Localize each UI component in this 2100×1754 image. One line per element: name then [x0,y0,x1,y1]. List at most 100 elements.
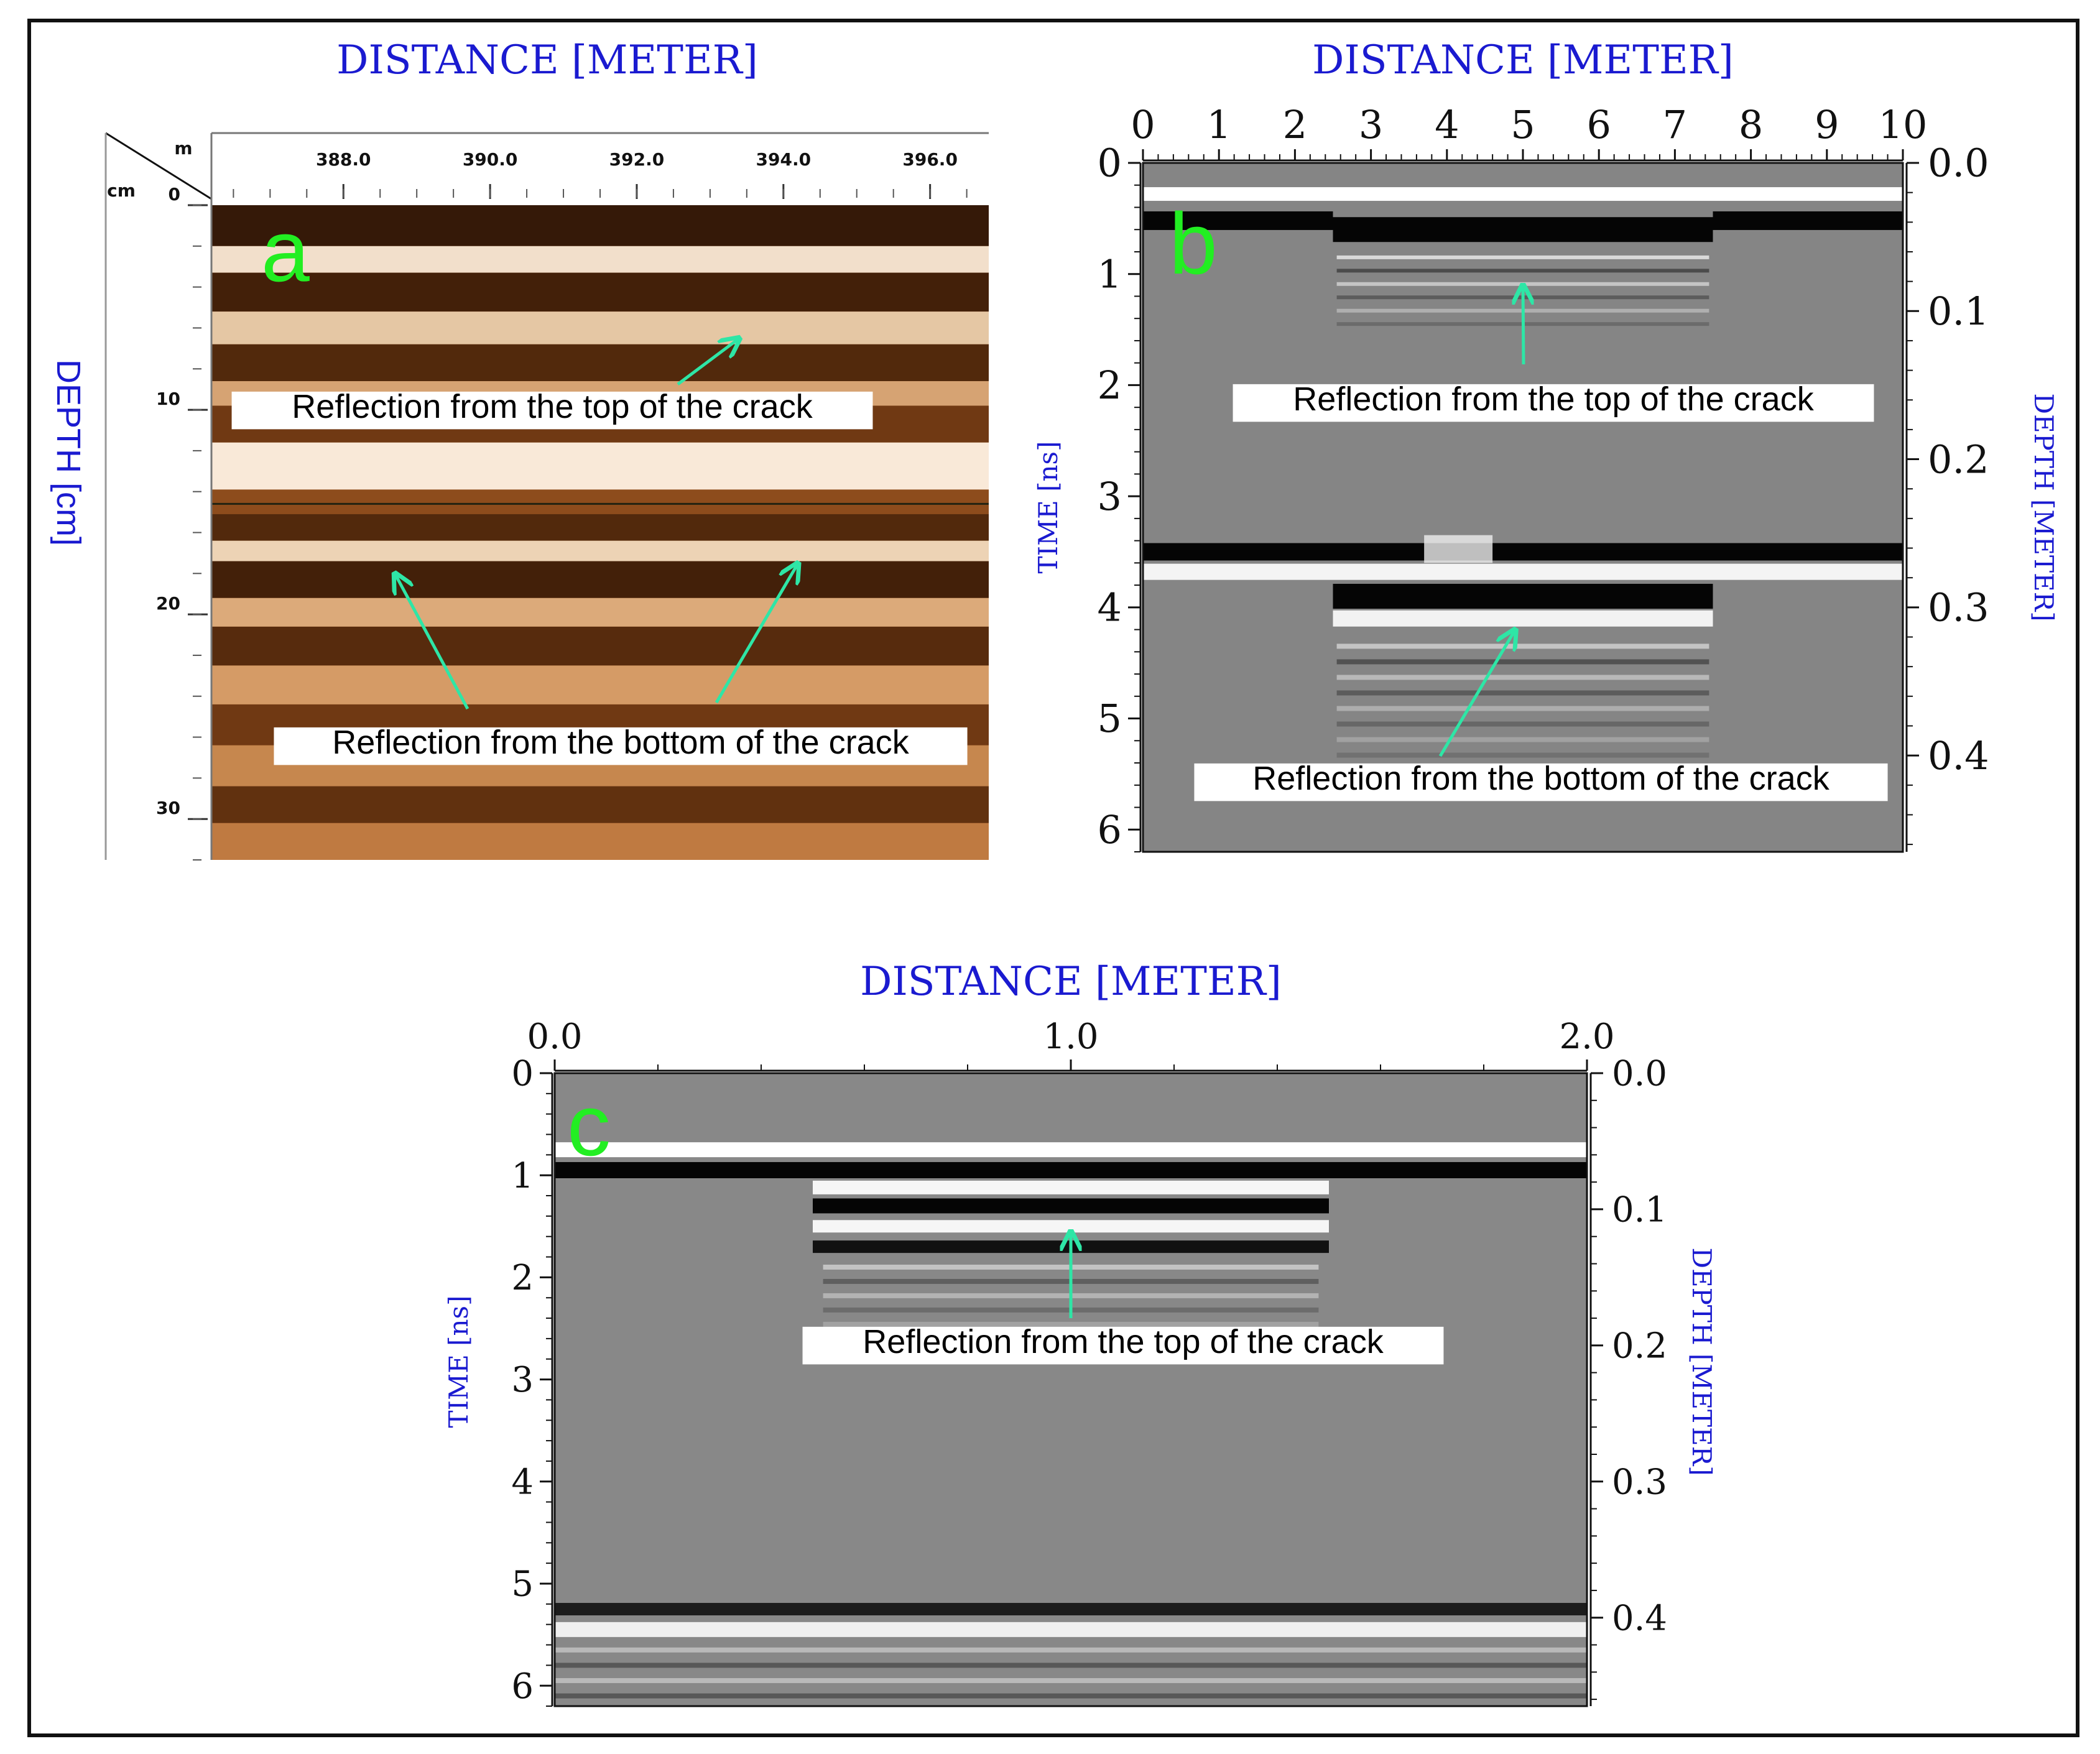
panel-a-title: DISTANCE [METER] [336,37,758,83]
panel-b-annotation-top-box [1233,384,1874,422]
panel-c-base-ringing [555,1663,1587,1668]
panel-a-arrow-top [677,338,739,386]
panel-a-annotation-top-box [231,391,873,430]
panel-a-layer [211,246,989,273]
panel-b-y-ticks: 0 1 2 3 4 5 6 [1098,141,1142,852]
panel-b-x-ticks: 0 1 2 3 4 5 6 7 8 9 10 [1131,102,1928,162]
panel-c-surface-black [555,1161,1587,1178]
panel-a-arrow-bottom-right [715,563,798,704]
panel-b-crack-top-ringing [1336,269,1709,273]
panel-b-crack-bottom-ringing [1336,644,1709,649]
panel-c-y-ticks: 0 1 2 3 4 5 6 [511,1054,553,1707]
panel-a-annotation-bottom-box [274,727,968,765]
panel-a: DISTANCE [METER] DEPTH [cm] m cm 388.0 39… [50,37,989,861]
panel-b-y-tick-label: 6 [1098,807,1122,852]
panel-b-annotations: Reflection from the top of the crack Refl… [1194,285,1888,801]
panel-b-crack-bottom-ringing [1336,737,1709,742]
panel-a-layer [211,205,989,246]
panel-a-y-tick-label: 20 [156,593,180,614]
panel-b-y2-tick-label: 0.2 [1928,436,1989,482]
panel-b-y2-tick-label: 0.1 [1928,288,1989,334]
panel-b-crack-bottom-ringing [1336,721,1709,727]
panel-b-base-white [1143,563,1903,580]
panel-b-base-black [1143,543,1903,561]
panel-b-radargram [1143,163,1903,852]
panel-b-crack-bottom-ringing [1336,706,1709,711]
panel-a-layer [211,344,989,381]
panel-c-y2-tick-label: 0.3 [1612,1462,1667,1502]
panel-c-y-tick-label: 1 [511,1156,534,1196]
panel-b-crack-bottom-ringing [1336,690,1709,696]
panel-c-y2-tick-label: 0.1 [1612,1190,1667,1230]
panel-a-y-ticks: 0 10 20 30 [156,184,208,861]
panel-b-crack-bottom-black [1333,583,1713,609]
panel-a-x-tick-label: 394.0 [756,149,812,170]
panel-b-x-tick-label: 8 [1739,102,1763,147]
panel-a-layer [211,561,989,598]
panel-a-x-tick-label: 388.0 [316,149,371,170]
panel-b-x-tick-label: 10 [1879,102,1928,147]
panel-b-y2-tick-label: 0.4 [1928,733,1989,778]
panel-a-y-unit: cm [107,180,136,201]
panel-b-y-tick-label: 0 [1098,141,1122,186]
panel-b-crack-top-black [1333,217,1713,242]
panel-a-x-tick-label: 396.0 [902,149,958,170]
panel-c-surface-white [555,1142,1587,1158]
panel-c-base-ringing [555,1647,1587,1653]
panel-a-layer [211,598,989,627]
panel-b-x-tick-label: 6 [1586,102,1611,147]
panel-a-layer [211,312,989,344]
panel-c-x-tick-label: 1.0 [1043,1017,1098,1057]
panel-c-title: DISTANCE [METER] [860,959,1282,1005]
panel-c-annotation-top: Reflection from the top of the crack [863,1323,1384,1360]
panel-b-surface-right [1713,211,1903,230]
panel-c-radargram [555,1073,1587,1706]
panel-b-x-tick-label: 3 [1359,102,1383,147]
panel-a-layer [211,514,989,541]
panel-a-x-unit: m [174,138,192,159]
panel-c-crack-ringing [823,1321,1319,1327]
panel-b-crack-bottom-ringing [1336,675,1709,680]
panel-b-crack-bottom-ringing [1336,659,1709,665]
panel-b-y2-tick-label: 0.3 [1928,585,1989,630]
panel-c-y-tick-label: 5 [511,1564,534,1605]
panel-b-x-tick-label: 0 [1131,102,1155,147]
panel-c-annotations: Reflection from the top of the crack [802,1232,1444,1365]
panel-c-plot-border [553,1072,1588,1707]
panel-b-x-tick-label: 7 [1663,102,1687,147]
panel-b-y-tick-label: 5 [1098,696,1122,741]
panel-a-y-label: DEPTH [cm] [50,359,87,546]
panel-a-y-tick-label: 30 [156,798,180,818]
panel-b: DISTANCE [METER] TIME [ns] DEPTH [METER]… [1033,37,2059,853]
panel-b-surface-left [1143,211,1333,230]
panel-c-base-black [555,1603,1587,1616]
panel-c-y-tick-label: 3 [511,1360,534,1400]
panel-a-label: a [261,202,310,300]
panel-a-annotation-top: Reflection from the top of the crack [292,388,813,425]
panel-a-x-tick-label: 390.0 [463,149,518,170]
panel-b-arrow-bottom [1438,630,1515,757]
panel-a-y-tick-label: 10 [156,389,180,409]
panel-c-base-ringing [555,1693,1587,1699]
panel-c-x-tick-label: 0.0 [527,1017,582,1057]
panel-b-x-tick-label: 2 [1283,102,1307,147]
panel-a-layer [211,442,989,490]
panel-b-y-tick-label: 4 [1098,585,1122,630]
panel-c-y2-tick-label: 0.4 [1612,1598,1667,1638]
panel-c-y-tick-label: 2 [511,1258,534,1298]
panel-b-background [1143,163,1903,852]
panel-c: DISTANCE [METER] TIME [ns] DEPTH [METER]… [443,959,1717,1707]
panel-b-crack-bottom-ringing [1336,752,1709,758]
panel-c-y-tick-label: 0 [511,1054,534,1094]
panel-b-y2-ticks: 0.0 0.1 0.2 0.3 0.4 [1905,141,1989,852]
panel-b-crack-top-ringing [1336,255,1709,259]
figure-frame [27,19,2079,1737]
panel-c-y-tick-label: 4 [511,1462,534,1502]
panel-b-bright-patch [1424,535,1493,563]
panel-b-y-tick-label: 2 [1098,362,1122,408]
panel-c-x-tick-label: 2.0 [1559,1017,1614,1057]
panel-a-corner-diagonal [105,132,212,200]
panel-a-x-tick-label: 392.0 [609,149,665,170]
panel-a-layer [211,626,989,666]
panel-c-x-ticks: 0.0 1.0 2.0 [527,1017,1615,1072]
